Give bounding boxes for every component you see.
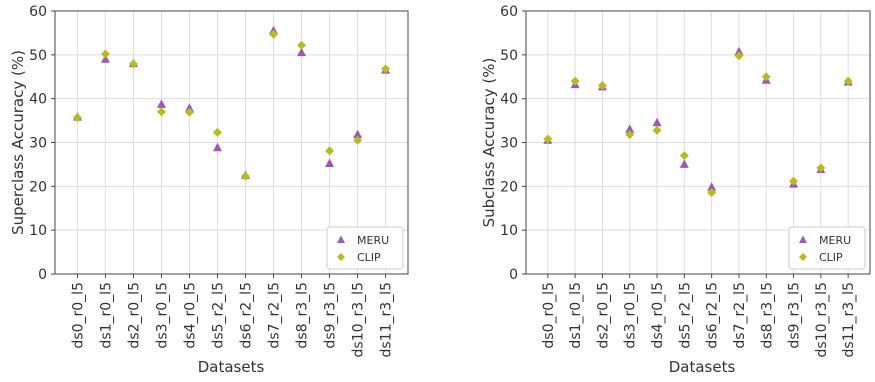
clip-point bbox=[734, 51, 744, 61]
meru-point bbox=[625, 124, 635, 133]
x-tick-label: ds1_r0_l5 bbox=[98, 282, 114, 349]
y-tick-label: 40 bbox=[29, 92, 47, 108]
y-tick-label: 50 bbox=[500, 48, 518, 64]
x-tick-label: ds7_r2_l5 bbox=[732, 282, 748, 349]
clip-point bbox=[325, 146, 335, 156]
meru-point bbox=[156, 99, 166, 108]
meru-point bbox=[297, 47, 307, 57]
clip-point bbox=[543, 134, 553, 144]
x-tick-label: ds2_r0_l5 bbox=[126, 282, 142, 349]
y-tick-label: 20 bbox=[29, 179, 47, 195]
meru-point bbox=[353, 129, 363, 139]
legend: MERU CLIP bbox=[326, 226, 404, 270]
x-axis-title: Datasets bbox=[198, 358, 265, 376]
clip-point bbox=[570, 76, 580, 86]
legend-meru-marker bbox=[337, 235, 345, 243]
plot-frame bbox=[525, 10, 871, 275]
clip-point bbox=[184, 107, 194, 117]
x-tick-label: ds9_r3_l5 bbox=[787, 282, 803, 349]
legend-box bbox=[326, 226, 404, 270]
y-axis-title: Superclass Accuracy (%) bbox=[9, 50, 27, 235]
legend: MERU CLIP bbox=[788, 226, 866, 270]
x-tick-label: ds2_r0_l5 bbox=[595, 282, 611, 349]
y-tick-label: 60 bbox=[500, 4, 518, 20]
meru-point bbox=[707, 182, 717, 191]
legend-meru-marker bbox=[799, 235, 807, 243]
clip-point bbox=[353, 135, 363, 145]
chart-panel-2: 0 10 20 30 40 50 60 ds0_r0_l5 ds1_r0_l5 ds2_r0_l5… bbox=[480, 4, 871, 376]
x-axis-title: Datasets bbox=[669, 358, 736, 376]
legend-clip-marker bbox=[337, 253, 345, 261]
x-tick-label: ds8_r3_l5 bbox=[295, 282, 311, 349]
clip-point bbox=[679, 151, 689, 161]
legend-box bbox=[788, 226, 866, 270]
meru-point bbox=[734, 46, 744, 56]
clip-point bbox=[625, 130, 635, 140]
meru-point bbox=[679, 159, 689, 168]
clip-point bbox=[381, 64, 391, 74]
plot-frame bbox=[54, 10, 409, 275]
meru-point bbox=[212, 142, 222, 152]
x-tick-label: ds10_r3_l5 bbox=[351, 282, 367, 357]
y-tick-label: 10 bbox=[29, 223, 47, 239]
y-tick-label: 50 bbox=[29, 48, 47, 64]
clip-point bbox=[269, 29, 279, 39]
clip-point bbox=[843, 76, 853, 86]
clip-point bbox=[761, 72, 771, 82]
x-tick-label: ds11_r3_l5 bbox=[379, 282, 395, 357]
clip-point bbox=[100, 49, 110, 59]
legend-label: CLIP bbox=[819, 251, 843, 264]
legend-label: MERU bbox=[819, 234, 851, 247]
clip-point bbox=[597, 81, 607, 91]
clip-point bbox=[212, 127, 222, 137]
clip-point bbox=[241, 171, 251, 181]
legend-label: CLIP bbox=[357, 251, 381, 264]
x-tick-label: ds6_r2_l5 bbox=[705, 282, 721, 349]
x-tick-label: ds8_r3_l5 bbox=[759, 282, 775, 349]
meru-point bbox=[652, 117, 662, 127]
clip-point bbox=[128, 59, 138, 69]
chart-panel-1: 0 10 20 30 40 50 60 ds0_r0_l5 ds1_r0_l5 ds2_r0_l5… bbox=[9, 4, 409, 376]
clip-point bbox=[707, 187, 717, 197]
clip-point bbox=[789, 176, 799, 186]
x-tick-label: ds0_r0_l5 bbox=[541, 282, 557, 349]
x-tick-label: ds3_r0_l5 bbox=[623, 282, 639, 349]
meru-point bbox=[100, 54, 110, 63]
y-tick-label: 20 bbox=[500, 179, 518, 195]
y-tick-label: 0 bbox=[509, 267, 518, 283]
x-tick-label: ds0_r0_l5 bbox=[70, 282, 86, 349]
x-tick-label: ds9_r3_l5 bbox=[323, 282, 339, 349]
x-tick-label: ds7_r2_l5 bbox=[267, 282, 283, 349]
legend-clip-marker bbox=[799, 253, 807, 261]
y-tick-label: 60 bbox=[29, 4, 47, 20]
x-tick-label: ds5_r2_l5 bbox=[210, 282, 226, 349]
y-tick-label: 10 bbox=[500, 223, 518, 239]
clip-point bbox=[72, 113, 82, 123]
y-tick-label: 30 bbox=[29, 136, 47, 152]
y-tick-label: 40 bbox=[500, 92, 518, 108]
x-tick-label: ds5_r2_l5 bbox=[677, 282, 693, 349]
clip-point bbox=[297, 40, 307, 50]
y-tick-label: 0 bbox=[38, 267, 47, 283]
clip-point bbox=[156, 107, 166, 117]
x-tick-label: ds1_r0_l5 bbox=[568, 282, 584, 349]
y-axis-title: Subclass Accuracy (%) bbox=[480, 58, 498, 228]
x-tick-label: ds4_r0_l5 bbox=[182, 282, 198, 349]
clip-point bbox=[816, 163, 826, 173]
x-tick-label: ds6_r2_l5 bbox=[239, 282, 255, 349]
y-tick-label: 30 bbox=[500, 136, 518, 152]
x-tick-label: ds10_r3_l5 bbox=[814, 282, 830, 357]
clip-point bbox=[652, 125, 662, 135]
meru-point bbox=[184, 103, 194, 112]
x-tick-label: ds3_r0_l5 bbox=[154, 282, 170, 349]
legend-label: MERU bbox=[357, 234, 389, 247]
meru-point bbox=[325, 158, 335, 168]
x-tick-label: ds4_r0_l5 bbox=[650, 282, 666, 349]
x-tick-label: ds11_r3_l5 bbox=[841, 282, 857, 357]
